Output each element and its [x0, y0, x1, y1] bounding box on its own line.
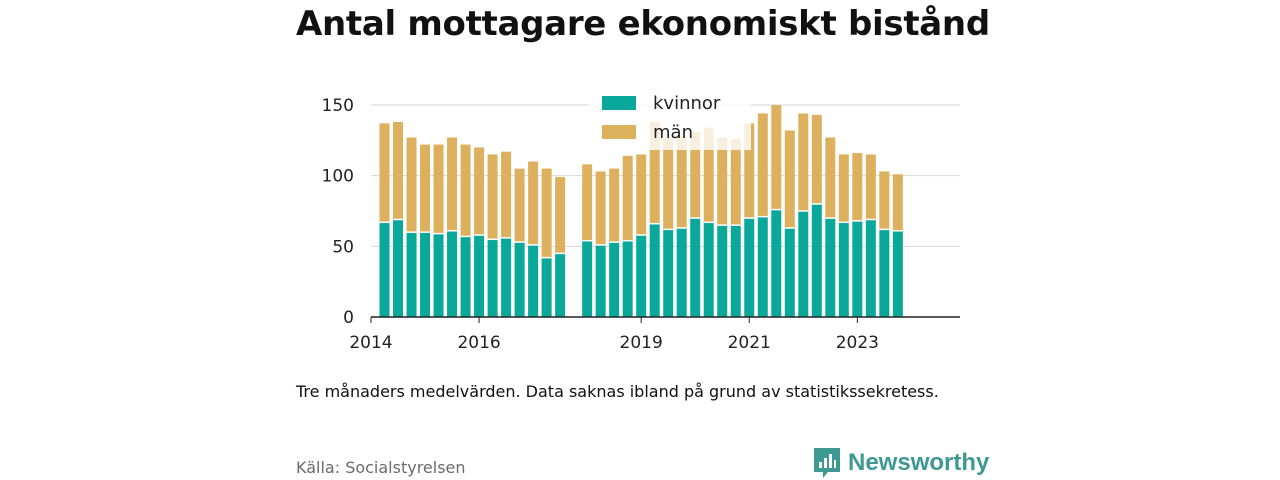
bar-kvinnor [744, 218, 755, 317]
stacked-bar-chart: 0 50 100 150 2014 2016 2019 2021 2023 kvinnor män [322, 88, 960, 353]
bar-kvinnor [474, 235, 485, 317]
bar-man [541, 168, 552, 258]
bar-man [474, 147, 485, 236]
bar-man [379, 123, 390, 223]
bar-kvinnor [649, 223, 660, 317]
x-tick-label: 2014 [349, 333, 392, 353]
brand-name: Newsworthy [848, 449, 990, 476]
bar-man [609, 168, 620, 243]
bar-kvinnor [892, 230, 903, 317]
bar-man [784, 130, 795, 228]
bar-kvinnor [663, 229, 674, 317]
bar-man [622, 155, 633, 241]
bar-man [744, 123, 755, 219]
bar-kvinnor [622, 240, 633, 317]
legend-swatch-kvinnor [602, 96, 636, 110]
bar-man [636, 154, 647, 236]
bar-man [703, 127, 714, 223]
source-text: Källa: Socialstyrelsen [296, 458, 466, 477]
bar-man [487, 154, 498, 240]
x-tick-label: 2016 [457, 333, 500, 353]
bar-kvinnor [582, 240, 593, 317]
bar-man [649, 121, 660, 224]
bar-man [676, 136, 687, 228]
newsworthy-logo[interactable]: Newsworthy [814, 446, 989, 480]
bar-kvinnor [636, 235, 647, 317]
bar-man [771, 105, 782, 210]
bar-kvinnor [433, 233, 444, 317]
bar-man [811, 114, 822, 204]
bar-kvinnor [541, 257, 552, 317]
x-tick-label: 2023 [836, 333, 879, 353]
bar-kvinnor [609, 242, 620, 317]
x-tick-label: 2019 [620, 333, 663, 353]
legend-label-man: män [653, 122, 693, 143]
bar-man [852, 153, 863, 221]
bar-man [798, 113, 809, 211]
bar-man [420, 144, 431, 233]
bar-man [393, 121, 404, 220]
bar-kvinnor [757, 216, 768, 317]
bar-kvinnor [838, 222, 849, 317]
bar-kvinnor [798, 211, 809, 317]
y-tick-label: 0 [343, 308, 354, 328]
bar-kvinnor [379, 222, 390, 317]
bar-man [433, 144, 444, 234]
bar-kvinnor [420, 232, 431, 317]
bar-man [528, 161, 539, 245]
bar-kvinnor [690, 218, 701, 317]
bar-man [825, 137, 836, 219]
bar-man [717, 137, 728, 226]
bar-kvinnor [879, 229, 890, 317]
bar-kvinnor [676, 227, 687, 317]
bar-kvinnor [730, 225, 741, 317]
bar-man [865, 154, 876, 220]
y-tick-label: 150 [322, 96, 354, 116]
bar-kvinnor [528, 244, 539, 317]
chart-container: Antal mottagare ekonomiskt bistånd 0 50 10… [296, 0, 990, 480]
bar-man [730, 138, 741, 226]
bar-man [663, 137, 674, 230]
bar-man [595, 171, 606, 245]
bar-kvinnor [393, 219, 404, 317]
bar-kvinnor [501, 237, 512, 317]
bar-kvinnor [852, 220, 863, 317]
chart-note: Tre månaders medelvärden. Data saknas ib… [296, 382, 939, 401]
y-tick-label: 100 [322, 167, 354, 187]
bar-kvinnor [717, 225, 728, 317]
bar-kvinnor [555, 253, 566, 317]
bar-man [514, 168, 525, 243]
legend-swatch-man [602, 125, 636, 139]
bar-kvinnor [595, 244, 606, 317]
bar-man [690, 131, 701, 219]
bar-man [555, 177, 566, 254]
bar-kvinnor [865, 219, 876, 317]
bar-man [582, 164, 593, 241]
bar-kvinnor [406, 232, 417, 317]
bar-man [501, 151, 512, 238]
chart-title: Antal mottagare ekonomiskt bistånd [296, 4, 990, 44]
y-tick-label: 50 [332, 237, 354, 257]
bar-man [879, 171, 890, 230]
bar-kvinnor [825, 218, 836, 317]
bar-kvinnor [784, 227, 795, 317]
bar-kvinnor [811, 203, 822, 317]
bar-kvinnor [460, 236, 471, 317]
bar-man [406, 137, 417, 233]
x-tick-label: 2021 [728, 333, 771, 353]
bar-man [460, 144, 471, 237]
bar-kvinnor [771, 209, 782, 317]
bar-man [447, 137, 458, 231]
legend-label-kvinnor: kvinnor [653, 93, 721, 114]
bar-kvinnor [487, 239, 498, 317]
bar-kvinnor [703, 222, 714, 317]
bar-kvinnor [514, 242, 525, 317]
bar-kvinnor [447, 230, 458, 317]
bar-man [892, 174, 903, 231]
bar-man [838, 154, 849, 223]
bar-chart-logo-icon [814, 448, 840, 478]
bar-man [757, 113, 768, 217]
